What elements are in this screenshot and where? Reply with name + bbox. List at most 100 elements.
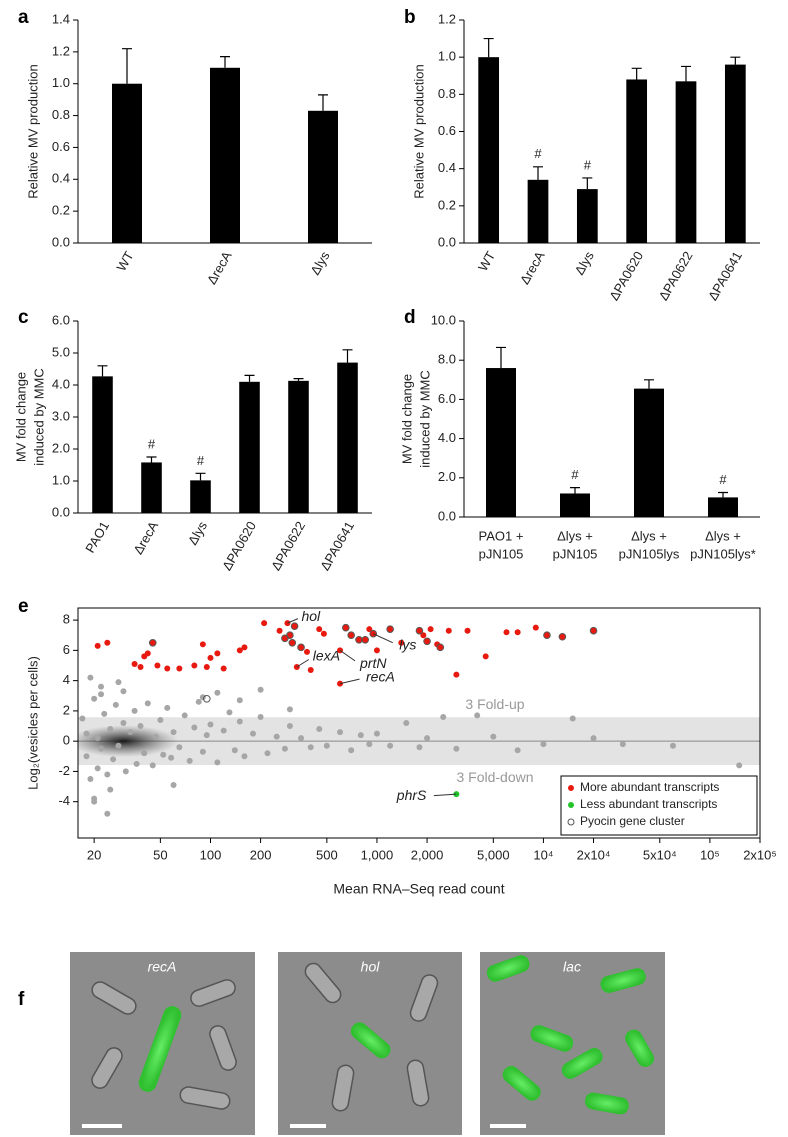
- point: [107, 726, 114, 733]
- point: [131, 660, 138, 667]
- annotation: #: [584, 157, 592, 172]
- point: [289, 639, 296, 646]
- point: [437, 644, 444, 651]
- annotation: #: [571, 467, 579, 482]
- microscopy-panel: f recA hol: [18, 952, 665, 1135]
- y-tick-label: 2.0: [438, 469, 456, 484]
- point: [387, 742, 394, 749]
- point: [543, 632, 550, 639]
- point: [91, 695, 98, 702]
- error-bar: [342, 349, 353, 363]
- point: [137, 723, 144, 730]
- point: [416, 744, 423, 751]
- error-bar: [718, 491, 728, 498]
- point: [297, 643, 305, 652]
- x-tick-label: 500: [316, 847, 338, 862]
- point: [348, 747, 355, 754]
- bar: [92, 376, 113, 513]
- annotation: #: [719, 472, 727, 487]
- x-tick-label: WT: [475, 249, 498, 274]
- leader-line: [296, 659, 310, 668]
- bar: [308, 110, 338, 244]
- y-axis-label: MV fold change: [13, 372, 28, 462]
- error-bar: [483, 37, 494, 58]
- error-bar: [582, 177, 593, 190]
- annotation: lexA: [313, 648, 340, 664]
- point: [170, 782, 177, 789]
- point: [249, 730, 256, 737]
- x-tick-label: 5x10⁴: [643, 847, 677, 862]
- point: [168, 754, 175, 761]
- point: [669, 742, 676, 749]
- bar: [560, 493, 590, 517]
- error-bar: [122, 48, 132, 84]
- point: [199, 694, 206, 701]
- point: [152, 733, 159, 740]
- y-tick-label: 0.8: [438, 86, 456, 101]
- point: [257, 686, 264, 693]
- point: [416, 627, 423, 634]
- x-tick-label: 2,000: [411, 847, 444, 862]
- y-tick-label: 8.0: [438, 352, 456, 367]
- error-bar: [681, 65, 691, 82]
- x-tick-label: 20: [87, 847, 101, 862]
- y-tick-label: 0.0: [52, 234, 70, 249]
- point: [231, 747, 238, 754]
- point: [514, 747, 521, 754]
- leader-line: [373, 633, 393, 644]
- y-tick-label: 2.0: [52, 440, 70, 455]
- x-tick-label: Δlys: [307, 248, 333, 277]
- point: [387, 626, 394, 633]
- point: [195, 698, 202, 705]
- point: [154, 662, 161, 669]
- point: [203, 664, 210, 671]
- panel-letter: b: [404, 7, 416, 28]
- point: [342, 624, 349, 631]
- y-tick-label: 6.0: [52, 312, 70, 327]
- error-bar: [570, 487, 580, 494]
- panel-letter: f: [18, 989, 25, 1010]
- annotation: hol: [301, 608, 321, 624]
- annotation: #: [148, 436, 156, 451]
- point: [144, 700, 151, 707]
- error-bar: [220, 56, 230, 68]
- point: [361, 635, 370, 644]
- point: [241, 753, 248, 760]
- point: [199, 748, 206, 755]
- point: [316, 626, 323, 633]
- y-tick-label: 4: [63, 672, 70, 687]
- point: [220, 727, 227, 734]
- point: [83, 730, 90, 737]
- bar: [239, 381, 260, 513]
- y-axis-label: Relative MV production: [411, 64, 426, 198]
- point: [94, 765, 101, 772]
- x-tick-label: 5,000: [477, 847, 510, 862]
- point: [307, 667, 314, 674]
- panel-letter: e: [18, 596, 29, 617]
- x-tick-label: 2x10⁵: [743, 847, 777, 862]
- y-tick-label: 0: [63, 733, 70, 748]
- x-tick-label: pJN105lys*: [690, 546, 756, 561]
- point: [559, 633, 566, 640]
- point: [203, 732, 210, 739]
- point: [236, 697, 243, 704]
- y-tick-label: 0.2: [52, 203, 70, 218]
- point: [590, 627, 597, 634]
- point: [191, 724, 198, 731]
- point: [281, 745, 288, 752]
- error-bar: [244, 374, 255, 382]
- point: [386, 625, 394, 633]
- y-tick-label: 2: [63, 702, 70, 717]
- bar: [708, 497, 738, 517]
- fluorescent-cell: [350, 1022, 391, 1059]
- point: [357, 732, 364, 739]
- point: [337, 729, 344, 736]
- point: [141, 750, 148, 757]
- point: [273, 733, 280, 740]
- y-tick-label: 1.4: [52, 11, 70, 26]
- point: [264, 750, 271, 757]
- point: [291, 623, 298, 630]
- point: [261, 620, 268, 627]
- leader-line: [339, 649, 356, 662]
- point: [241, 644, 248, 651]
